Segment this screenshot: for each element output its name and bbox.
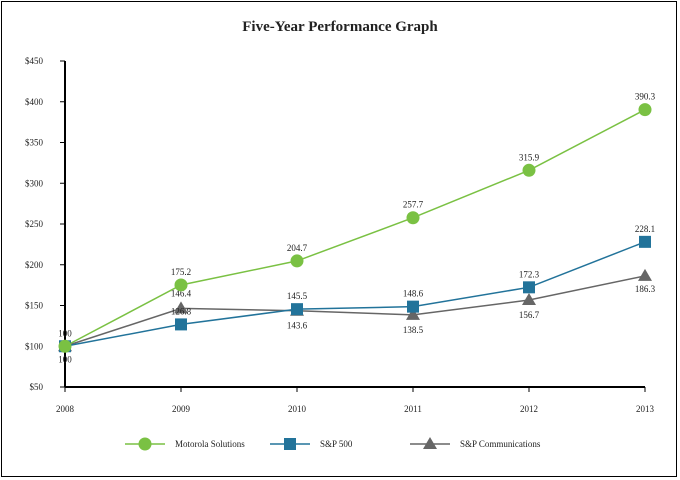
data-point xyxy=(290,254,304,268)
x-tick-label: 2012 xyxy=(520,404,538,414)
data-point xyxy=(522,293,536,306)
y-tick-label: $350 xyxy=(25,138,44,148)
x-tick-label: 2009 xyxy=(172,404,191,414)
data-point xyxy=(638,268,652,281)
data-point xyxy=(523,281,535,294)
data-label: 204.7 xyxy=(287,243,308,253)
data-label: 172.3 xyxy=(519,269,540,279)
y-tick-label: $100 xyxy=(25,341,44,351)
data-label: 138.5 xyxy=(403,325,424,335)
data-point xyxy=(174,278,188,292)
data-label: 186.3 xyxy=(635,284,656,294)
data-label: 146.4 xyxy=(171,288,192,298)
data-label: 126.8 xyxy=(171,306,192,316)
legend-label: Motorola Solutions xyxy=(175,439,245,449)
x-tick-label: 2011 xyxy=(404,404,422,414)
data-label: 100 xyxy=(58,354,72,364)
y-tick-label: $450 xyxy=(25,56,44,66)
y-tick-label: $200 xyxy=(25,260,44,270)
data-label: 156.7 xyxy=(519,310,540,320)
data-label: 100 xyxy=(58,328,72,338)
data-point xyxy=(639,235,651,248)
data-point xyxy=(175,318,187,331)
data-label: 257.7 xyxy=(403,200,424,210)
x-tick-label: 2008 xyxy=(56,404,75,414)
series-line xyxy=(64,108,646,347)
data-label: 175.2 xyxy=(171,267,191,277)
data-point xyxy=(174,301,188,314)
y-tick-label: $50 xyxy=(30,382,44,392)
data-label: 143.6 xyxy=(287,321,308,331)
y-tick-label: $250 xyxy=(25,219,44,229)
legend-marker xyxy=(423,437,437,449)
y-tick-label: $300 xyxy=(25,178,44,188)
data-point xyxy=(406,307,420,320)
x-tick-label: 2013 xyxy=(636,404,655,414)
series-line xyxy=(64,241,646,347)
data-label: 228.1 xyxy=(635,224,655,234)
data-point xyxy=(407,300,419,313)
x-tick-label: 2010 xyxy=(288,404,307,414)
legend-label: S&P 500 xyxy=(320,439,353,449)
legend-marker xyxy=(284,438,296,450)
chart-title: Five-Year Performance Graph xyxy=(242,19,438,35)
y-tick-label: $400 xyxy=(25,97,44,107)
series-line xyxy=(64,275,646,347)
data-point xyxy=(406,211,420,225)
data-point xyxy=(638,103,652,117)
legend-label: S&P Communications xyxy=(460,439,541,449)
data-point xyxy=(58,339,72,353)
data-point xyxy=(291,303,303,316)
data-label: 315.9 xyxy=(519,152,540,162)
data-label: 145.5 xyxy=(287,291,308,301)
data-label: 148.6 xyxy=(403,289,424,299)
y-tick-label: $150 xyxy=(25,301,44,311)
legend-marker xyxy=(138,437,152,451)
data-point xyxy=(522,163,536,177)
data-label: 390.3 xyxy=(635,92,656,102)
